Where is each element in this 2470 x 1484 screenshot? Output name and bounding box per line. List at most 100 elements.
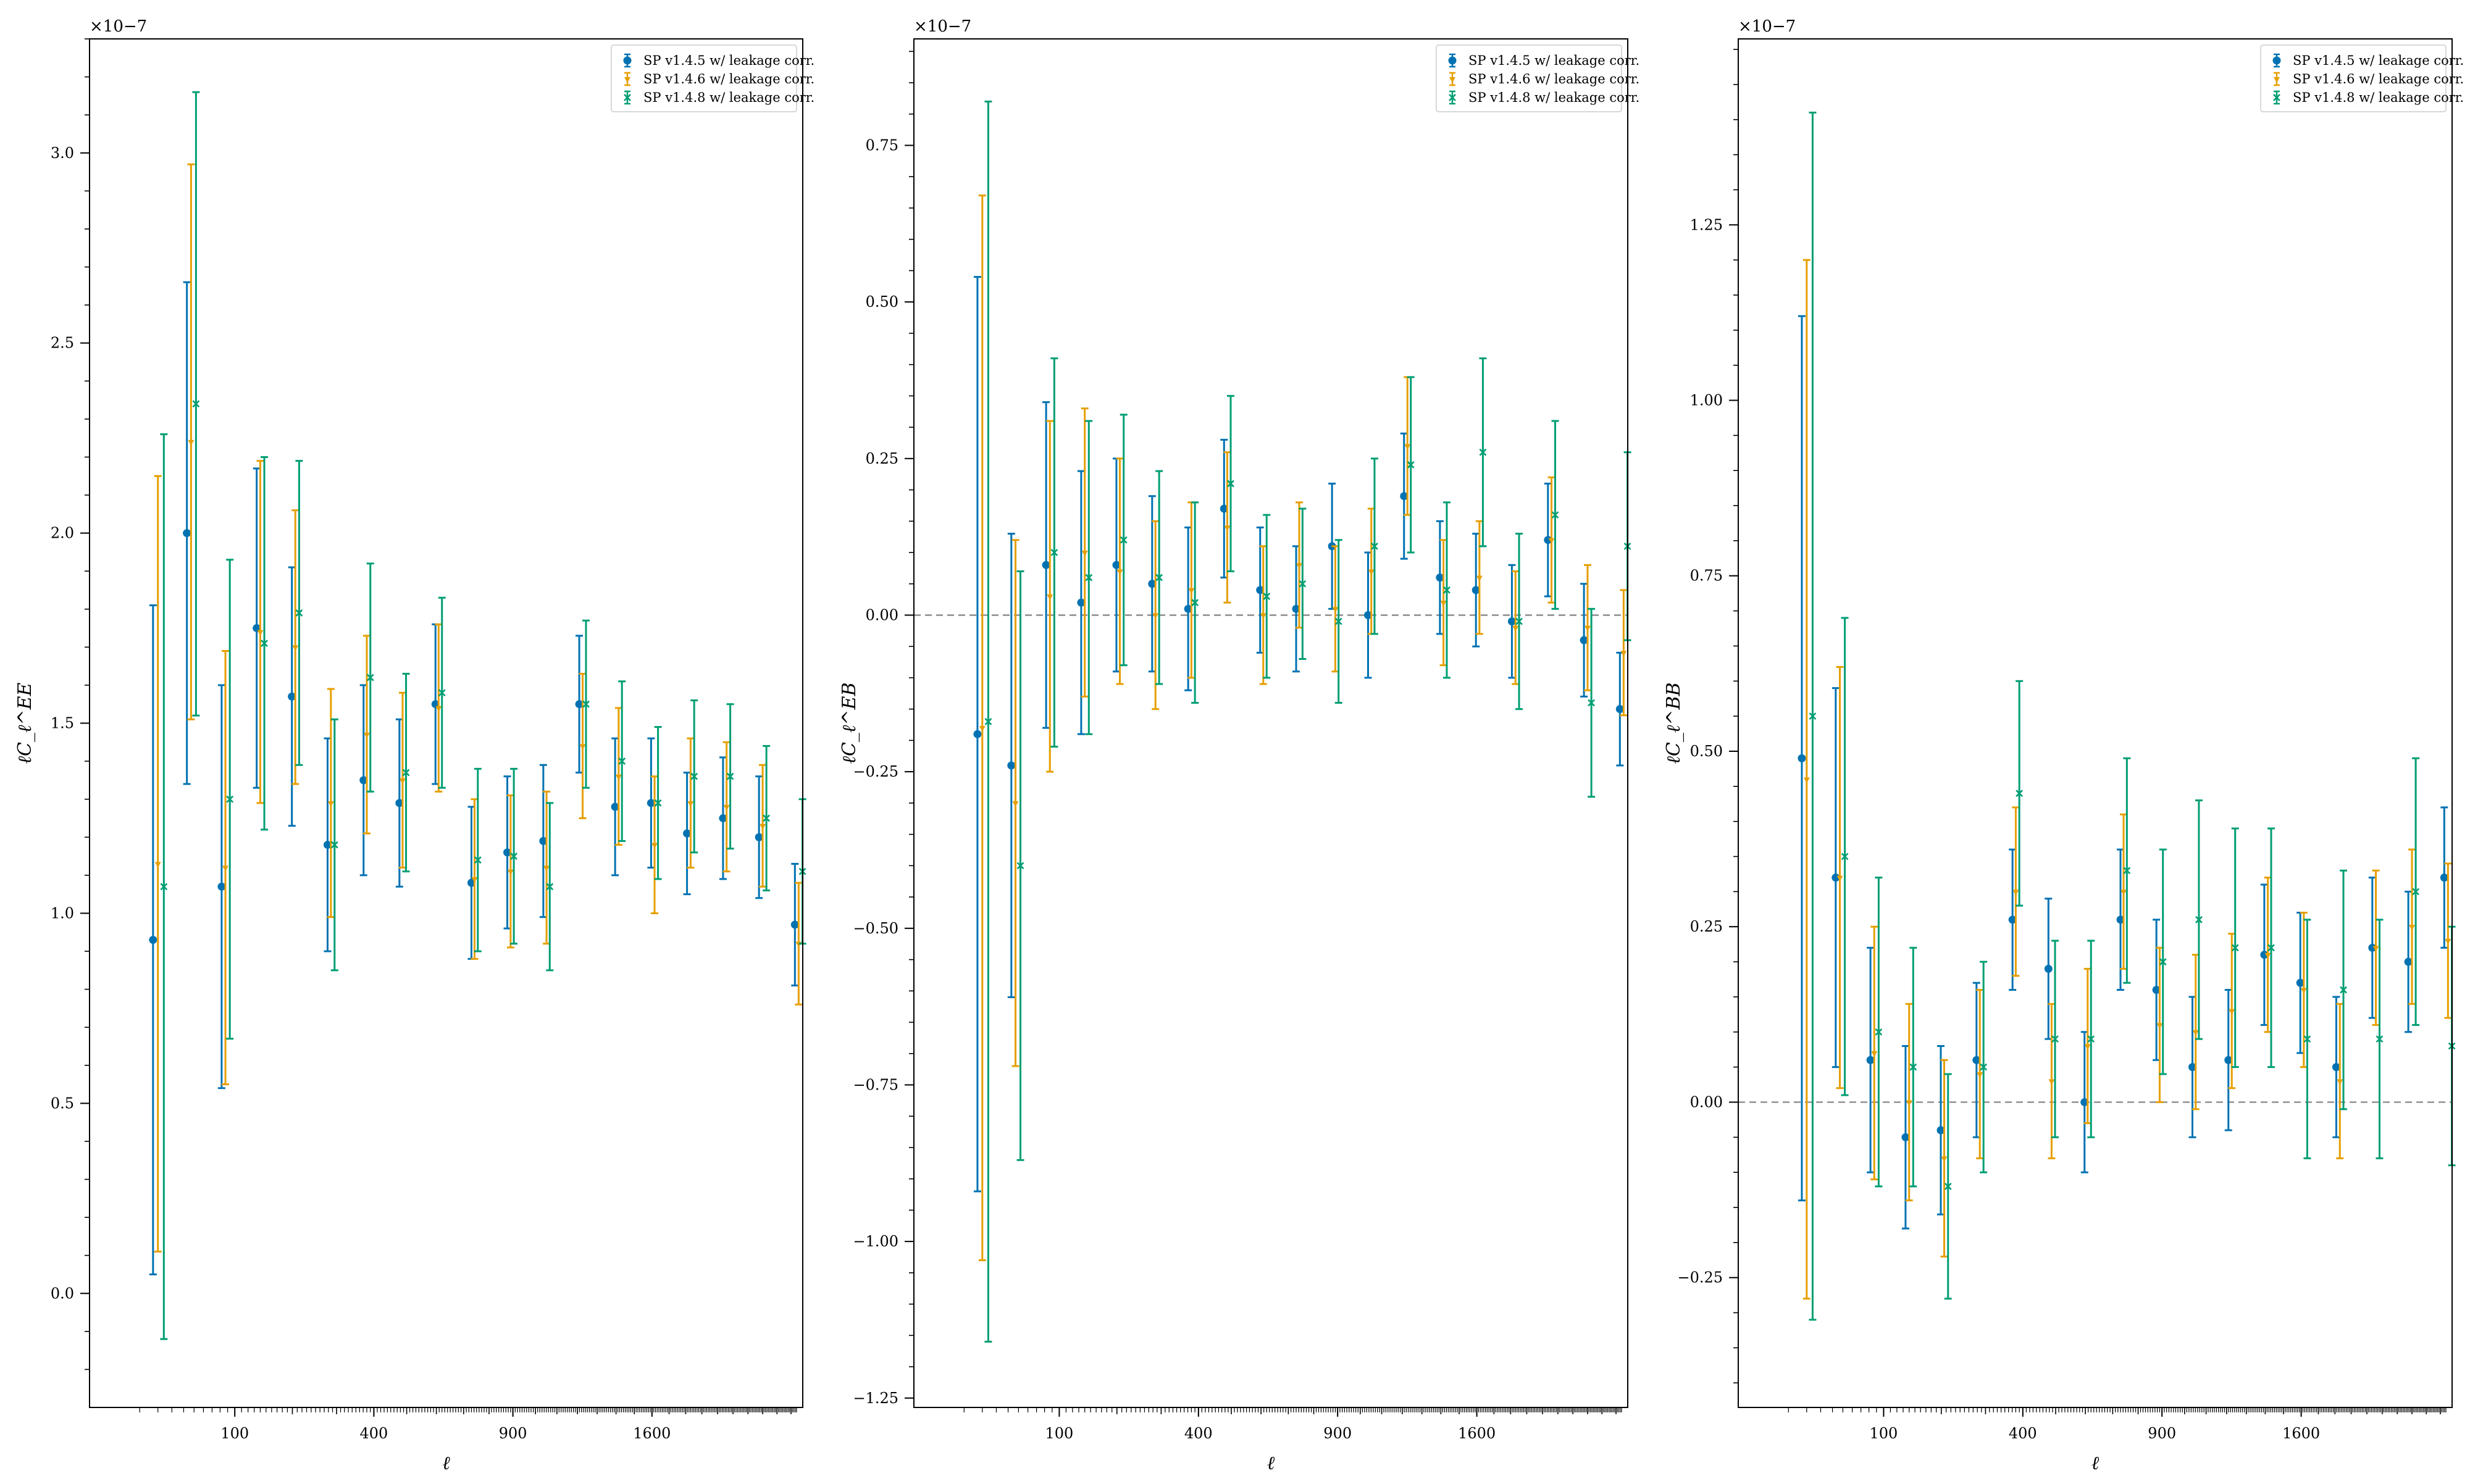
- data-point: [2267, 944, 2275, 952]
- legend-marker: [1449, 94, 1456, 101]
- data-point: [192, 400, 200, 408]
- data-point: [399, 778, 406, 784]
- data-point: [1615, 705, 1624, 714]
- data-point: [1371, 542, 1378, 550]
- legend-label: SP v1.4.5 w/ leakage corr.: [1468, 53, 1639, 68]
- y-tick-label: 0.50: [866, 293, 898, 311]
- y-multiplier: ×10−7: [1738, 17, 1796, 36]
- data-point: [1191, 599, 1199, 607]
- data-point: [615, 774, 622, 780]
- series-1: [149, 281, 799, 1275]
- data-point: [1620, 651, 1627, 657]
- data-point: [984, 718, 992, 725]
- data-point: [292, 645, 299, 651]
- y-tick-label: −1.25: [853, 1390, 898, 1407]
- data-point: [1436, 573, 1444, 582]
- y-tick-label: 1.5: [51, 715, 74, 732]
- x-tick-label: 400: [1184, 1425, 1213, 1442]
- data-point: [2012, 890, 2019, 896]
- data-point: [1544, 536, 1552, 544]
- y-multiplier: ×10−7: [914, 17, 971, 36]
- data-point: [1901, 1133, 1910, 1141]
- legend-marker: [1448, 56, 1457, 65]
- data-point: [687, 801, 694, 807]
- data-point: [2116, 915, 2125, 924]
- data-point: [582, 700, 590, 708]
- data-point: [1152, 613, 1159, 619]
- data-point: [323, 841, 332, 849]
- data-point: [507, 869, 514, 875]
- data-point: [2192, 1030, 2199, 1036]
- x-tick-label: 1600: [1458, 1425, 1496, 1442]
- data-point: [2260, 951, 2269, 959]
- x-tick-label: 1600: [633, 1425, 671, 1442]
- y-tick-label: 0.25: [866, 450, 898, 467]
- x-tick-label: 900: [2148, 1425, 2176, 1442]
- x-tick-label: 400: [360, 1425, 388, 1442]
- data-point: [647, 799, 655, 807]
- data-point: [402, 769, 410, 777]
- x-axis-label: ℓ: [442, 1453, 450, 1474]
- x-tick-label: 400: [2009, 1425, 2037, 1442]
- legend-marker: [2273, 94, 2280, 101]
- data-point: [1479, 448, 1487, 456]
- data-point: [790, 920, 799, 929]
- data-point: [1368, 569, 1375, 575]
- data-point: [1334, 617, 1342, 625]
- data-point: [1836, 875, 1843, 882]
- y-tick-label: 0.5: [51, 1094, 74, 1112]
- data-point: [1866, 1056, 1875, 1064]
- x-tick-label: 100: [1869, 1425, 1898, 1442]
- data-point: [1364, 611, 1373, 619]
- axes-frame: [913, 38, 1628, 1408]
- data-point: [546, 883, 554, 891]
- legend-marker: [623, 56, 632, 65]
- data-point: [1440, 601, 1447, 607]
- data-point: [2231, 944, 2239, 952]
- y-tick-label: 0.00: [1690, 1093, 1723, 1111]
- data-point: [359, 776, 368, 785]
- data-point: [1875, 1028, 1883, 1036]
- data-point: [1184, 604, 1192, 613]
- data-point: [366, 673, 374, 682]
- data-point: [719, 814, 727, 822]
- data-point: [1580, 636, 1588, 644]
- data-point: [979, 726, 986, 732]
- legend-marker: [624, 77, 630, 83]
- series-2: [154, 163, 803, 1253]
- y-axis-label: ℓC_ℓ^EB: [839, 682, 860, 764]
- data-point: [1220, 504, 1228, 513]
- x-axis-label: ℓ: [1267, 1453, 1275, 1474]
- data-point: [2337, 1079, 2343, 1085]
- data-point: [2229, 1009, 2235, 1015]
- data-point: [2159, 958, 2167, 965]
- data-point: [1941, 1156, 1948, 1162]
- y-tick-label: 1.0: [51, 904, 74, 922]
- data-point: [1263, 593, 1271, 600]
- data-point: [1980, 1063, 1988, 1071]
- data-point: [2195, 915, 2203, 923]
- data-point: [1476, 575, 1483, 582]
- legend-box: [611, 44, 797, 112]
- data-point: [539, 836, 548, 845]
- data-point: [690, 772, 698, 780]
- data-point: [474, 856, 482, 864]
- data-point: [261, 640, 268, 648]
- data-point: [2445, 938, 2451, 944]
- legend-marker: [2272, 56, 2281, 65]
- data-point: [543, 865, 550, 872]
- data-point: [1292, 604, 1300, 613]
- data-point: [364, 732, 371, 738]
- data-point: [1148, 580, 1157, 588]
- data-point: [651, 843, 658, 849]
- legend: SP v1.4.5 w/ leakage corr. SP v1.4.6 w/ l…: [2260, 44, 2464, 112]
- data-point: [2224, 1056, 2233, 1064]
- data-point: [510, 852, 518, 860]
- data-point: [1085, 573, 1093, 582]
- data-point: [2332, 1063, 2340, 1072]
- data-point: [295, 609, 303, 617]
- data-point: [2080, 1098, 2089, 1106]
- data-point: [2300, 988, 2307, 994]
- series-2: [978, 194, 1628, 1262]
- data-point: [654, 799, 662, 807]
